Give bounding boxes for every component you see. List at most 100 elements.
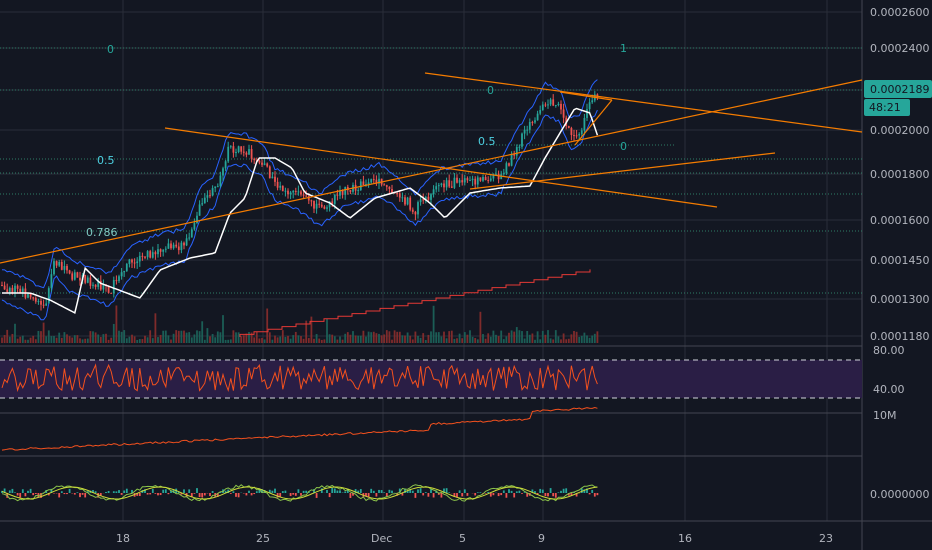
candle-body[interactable] bbox=[541, 104, 544, 111]
candle-body[interactable] bbox=[53, 261, 55, 275]
candle-body[interactable] bbox=[131, 259, 133, 263]
candle-body[interactable] bbox=[419, 199, 422, 203]
candle-body[interactable] bbox=[344, 186, 347, 195]
candle-body[interactable] bbox=[375, 179, 378, 184]
candle-body[interactable] bbox=[183, 242, 185, 246]
candle-body[interactable] bbox=[443, 183, 445, 188]
candle-body[interactable] bbox=[450, 186, 453, 188]
candle-body[interactable] bbox=[575, 135, 578, 137]
candle-body[interactable] bbox=[398, 193, 401, 198]
candle-body[interactable] bbox=[320, 204, 323, 207]
candle-body[interactable] bbox=[190, 229, 193, 238]
candle-body[interactable] bbox=[21, 288, 24, 294]
candle-body[interactable] bbox=[422, 199, 425, 201]
candle-body[interactable] bbox=[167, 243, 170, 249]
candle-body[interactable] bbox=[242, 151, 245, 153]
candle-body[interactable] bbox=[430, 194, 432, 200]
candle-body[interactable] bbox=[487, 180, 490, 182]
candle-body[interactable] bbox=[133, 262, 136, 264]
candle-body[interactable] bbox=[523, 129, 526, 134]
candle-body[interactable] bbox=[219, 175, 222, 187]
candle-body[interactable] bbox=[266, 163, 269, 167]
candle-body[interactable] bbox=[73, 272, 76, 280]
candle-body[interactable] bbox=[437, 185, 440, 187]
candle-body[interactable] bbox=[534, 120, 536, 123]
candle-body[interactable] bbox=[479, 177, 482, 181]
candle-body[interactable] bbox=[469, 180, 471, 182]
candle-body[interactable] bbox=[492, 174, 495, 179]
candle-body[interactable] bbox=[315, 203, 318, 209]
candle-body[interactable] bbox=[448, 180, 451, 187]
candle-body[interactable] bbox=[263, 163, 266, 165]
candle-body[interactable] bbox=[146, 251, 149, 258]
candle-body[interactable] bbox=[185, 238, 188, 246]
candle-body[interactable] bbox=[549, 99, 552, 105]
candle-body[interactable] bbox=[216, 186, 219, 188]
candle-body[interactable] bbox=[159, 249, 162, 252]
candle-body[interactable] bbox=[547, 104, 549, 106]
candle-body[interactable] bbox=[164, 248, 167, 250]
candle-body[interactable] bbox=[229, 146, 232, 148]
candle-body[interactable] bbox=[14, 285, 16, 294]
candle-body[interactable] bbox=[502, 173, 505, 175]
candle-body[interactable] bbox=[245, 152, 248, 155]
candle-body[interactable] bbox=[125, 263, 128, 272]
candle-body[interactable] bbox=[118, 276, 120, 282]
candle-body[interactable] bbox=[357, 190, 360, 192]
candle-body[interactable] bbox=[6, 289, 9, 292]
candle-body[interactable] bbox=[172, 244, 175, 249]
candle-body[interactable] bbox=[115, 279, 118, 282]
candle-body[interactable] bbox=[388, 186, 391, 190]
candle-body[interactable] bbox=[71, 273, 74, 280]
candle-body[interactable] bbox=[63, 265, 66, 270]
candle-body[interactable] bbox=[97, 280, 100, 287]
candle-body[interactable] bbox=[209, 195, 211, 197]
candle-body[interactable] bbox=[313, 200, 315, 209]
trendline-upper-channel[interactable] bbox=[424, 72, 863, 133]
candle-body[interactable] bbox=[378, 178, 380, 184]
candle-body[interactable] bbox=[110, 292, 113, 294]
candle-body[interactable] bbox=[177, 246, 180, 251]
candle-body[interactable] bbox=[328, 201, 331, 208]
candle-body[interactable] bbox=[323, 206, 326, 209]
candle-body[interactable] bbox=[34, 297, 37, 302]
candle-body[interactable] bbox=[268, 166, 271, 179]
candle-body[interactable] bbox=[248, 149, 250, 155]
candle-body[interactable] bbox=[37, 300, 40, 302]
candle-body[interactable] bbox=[583, 117, 586, 131]
candle-body[interactable] bbox=[154, 252, 157, 255]
candle-body[interactable] bbox=[359, 181, 362, 191]
candle-body[interactable] bbox=[240, 146, 243, 152]
candle-body[interactable] bbox=[544, 104, 547, 106]
candle-body[interactable] bbox=[508, 163, 510, 166]
candle-body[interactable] bbox=[11, 287, 14, 294]
candle-body[interactable] bbox=[336, 194, 339, 196]
candle-body[interactable] bbox=[307, 196, 310, 201]
candle-body[interactable] bbox=[94, 284, 97, 287]
candle-body[interactable] bbox=[445, 180, 448, 188]
candle-body[interactable] bbox=[188, 237, 191, 239]
candle-body[interactable] bbox=[198, 204, 201, 216]
candle-body[interactable] bbox=[289, 192, 292, 195]
candle-body[interactable] bbox=[258, 160, 261, 163]
candle-body[interactable] bbox=[32, 297, 35, 299]
candle-body[interactable] bbox=[19, 288, 22, 294]
candle-body[interactable] bbox=[76, 272, 79, 278]
candle-body[interactable] bbox=[471, 178, 474, 181]
time-axis[interactable]: 18 25 Dec 5 9 16 23 bbox=[116, 532, 833, 545]
candle-body[interactable] bbox=[333, 194, 336, 204]
candle-body[interactable] bbox=[68, 270, 71, 274]
candle-body[interactable] bbox=[580, 130, 583, 135]
candle-body[interactable] bbox=[367, 182, 370, 185]
candle-body[interactable] bbox=[79, 277, 81, 281]
candle-body[interactable] bbox=[432, 189, 435, 195]
trendline-resistance-long[interactable] bbox=[164, 127, 718, 208]
candle-body[interactable] bbox=[305, 195, 308, 197]
candle-body[interactable] bbox=[505, 163, 508, 174]
candle-body[interactable] bbox=[138, 255, 141, 262]
candle-body[interactable] bbox=[123, 271, 126, 273]
candle-body[interactable] bbox=[42, 304, 45, 306]
candle-body[interactable] bbox=[235, 152, 237, 154]
candle-body[interactable] bbox=[302, 194, 305, 196]
candle-body[interactable] bbox=[224, 161, 227, 169]
